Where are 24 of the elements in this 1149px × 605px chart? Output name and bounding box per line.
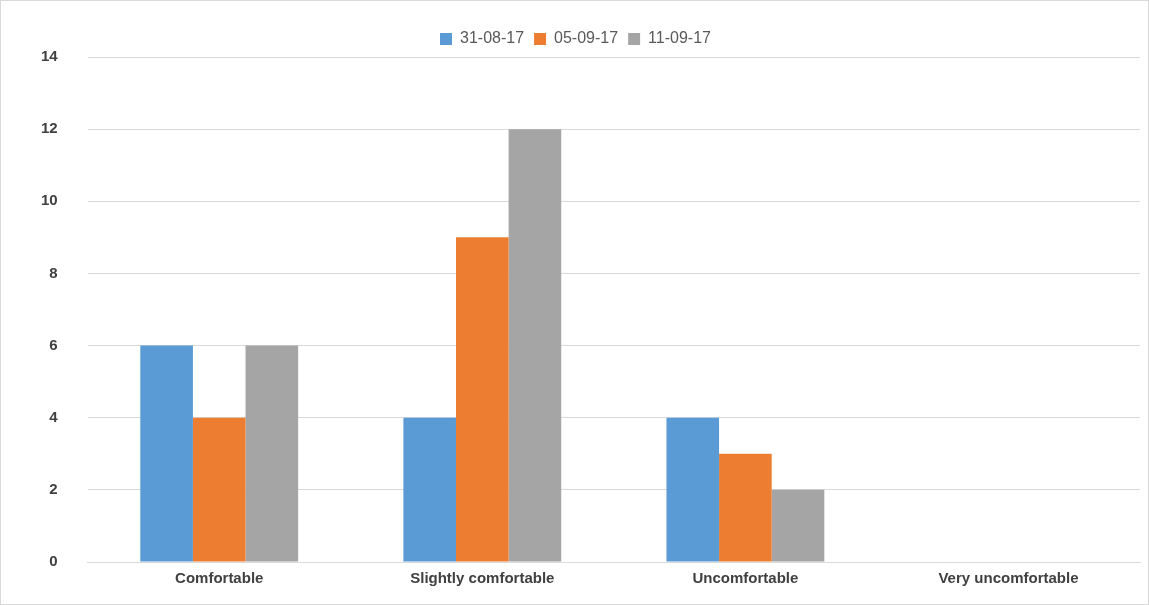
- bar: [403, 417, 456, 562]
- bar: [245, 345, 299, 562]
- y-tick-label: 6: [49, 335, 58, 353]
- bar: [508, 129, 562, 562]
- y-tick-label: 8: [49, 263, 58, 281]
- y-tick-label: 10: [41, 191, 58, 209]
- x-tick-label: Very uncomfortable: [938, 569, 1079, 587]
- legend-label: 05-09-17: [554, 29, 619, 47]
- bar: [719, 453, 772, 562]
- x-tick-label: Comfortable: [175, 569, 264, 587]
- y-tick-label: 4: [49, 407, 59, 425]
- bar: [771, 489, 825, 562]
- x-tick-label: Slightly comfortable: [410, 569, 555, 587]
- y-tick-label: 2: [49, 480, 58, 497]
- bar: [192, 417, 246, 562]
- legend-label: 11-09-17: [648, 29, 712, 47]
- y-tick-label: 12: [41, 119, 58, 137]
- y-tick-label: 0: [49, 552, 58, 570]
- x-tick-label: Uncomfortable: [692, 569, 799, 587]
- bar: [456, 237, 509, 562]
- y-tick-label: 14: [41, 47, 59, 65]
- legend-label: 31-08-17: [460, 29, 525, 47]
- bar: [140, 345, 193, 562]
- bar: [666, 417, 720, 562]
